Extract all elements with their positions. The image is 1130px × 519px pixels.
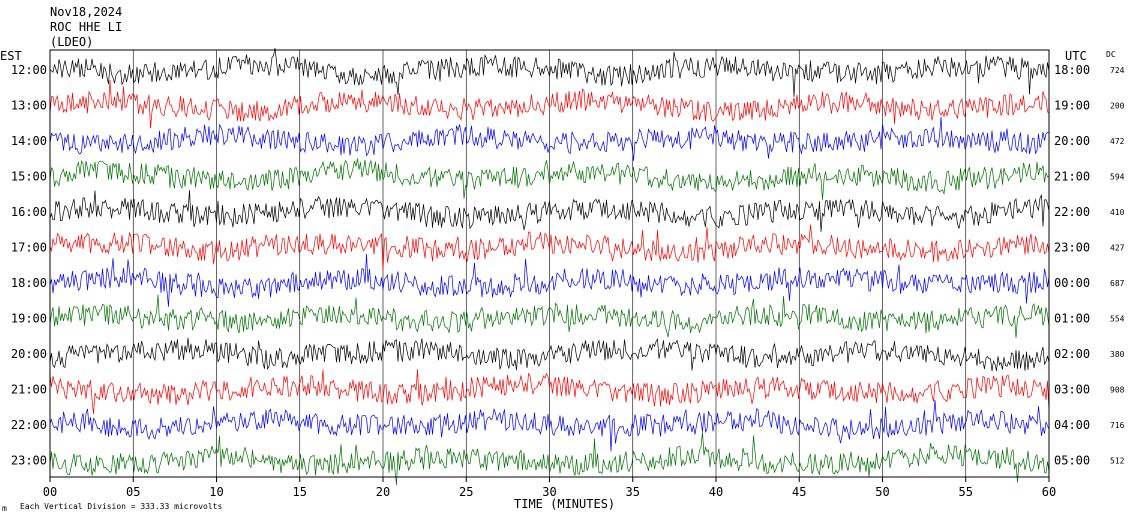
trace-1800: [49, 253, 1050, 307]
dc-value-1400: 472: [1110, 137, 1125, 146]
dc-value-1700: 427: [1110, 244, 1125, 253]
trace-2300: [49, 432, 1050, 486]
est-label-2200: 22:00: [11, 418, 47, 432]
trace-1600: [49, 190, 1050, 232]
corner-mark: m: [2, 504, 7, 513]
trace-1500: [49, 158, 1050, 200]
x-tick-label-15: 15: [293, 485, 307, 499]
x-tick-label-20: 20: [376, 485, 390, 499]
header-network: (LDEO): [50, 35, 93, 49]
trace-1200: [49, 48, 1050, 97]
est-label-1200: 12:00: [11, 63, 47, 77]
dc-value-2300: 512: [1110, 457, 1125, 466]
trace-1400: [49, 116, 1050, 161]
trace-2000: [49, 337, 1050, 372]
x-tick-label-45: 45: [792, 485, 806, 499]
utc-label-2200: 22:00: [1054, 205, 1090, 219]
trace-1900: [49, 294, 1050, 338]
utc-label-1900: 19:00: [1054, 99, 1090, 113]
utc-label-1800: 18:00: [1054, 63, 1090, 77]
dc-value-1500: 594: [1110, 173, 1125, 182]
dc-value-2000: 380: [1110, 350, 1125, 359]
left-axis-label: EST: [0, 49, 22, 63]
header-station: ROC HHE LI: [50, 20, 122, 34]
utc-label-0500: 05:00: [1054, 454, 1090, 468]
dc-value-1900: 554: [1110, 315, 1125, 324]
dc-value-1600: 410: [1110, 208, 1125, 217]
dc-value-2200: 716: [1110, 421, 1125, 430]
x-axis-ticks: 00 05 10 15 20 25 30 35 40 45 50 55 60: [43, 477, 1056, 499]
utc-label-0000: 00:00: [1054, 276, 1090, 290]
dc-value-2100: 908: [1110, 386, 1125, 395]
utc-label-0200: 02:00: [1054, 347, 1090, 361]
x-tick-label-35: 35: [626, 485, 640, 499]
x-tick-label-00: 00: [43, 485, 57, 499]
trace-2200: [49, 399, 1050, 452]
row-labels: 12:00 18:00 724 13:00 19:00 200 14:00 20:00 472 1…: [11, 63, 1125, 468]
utc-label-2000: 20:00: [1054, 134, 1090, 148]
est-label-1400: 14:00: [11, 134, 47, 148]
scale-note: Each Vertical Division = 333.33 microvol…: [20, 502, 222, 511]
est-label-1800: 18:00: [11, 276, 47, 290]
utc-label-2100: 21:00: [1054, 170, 1090, 184]
x-tick-label-10: 10: [209, 485, 223, 499]
est-label-2100: 21:00: [11, 383, 47, 397]
utc-label-0400: 04:00: [1054, 418, 1090, 432]
utc-label-0300: 03:00: [1054, 383, 1090, 397]
dc-label: DC: [1106, 50, 1116, 59]
dc-value-1800: 687: [1110, 279, 1125, 288]
x-tick-label-05: 05: [126, 485, 140, 499]
right-axis-label: UTC: [1065, 49, 1087, 63]
dc-value-1300: 200: [1110, 102, 1125, 111]
x-tick-label-30: 30: [542, 485, 556, 499]
est-label-2300: 23:00: [11, 454, 47, 468]
utc-label-2300: 23:00: [1054, 241, 1090, 255]
utc-label-0100: 01:00: [1054, 312, 1090, 326]
est-label-1300: 13:00: [11, 99, 47, 113]
x-tick-label-60: 60: [1042, 485, 1056, 499]
dc-value-1200: 724: [1110, 66, 1125, 75]
est-label-1500: 15:00: [11, 170, 47, 184]
x-tick-label-40: 40: [709, 485, 723, 499]
x-tick-label-25: 25: [459, 485, 473, 499]
x-tick-label-50: 50: [875, 485, 889, 499]
seismic-traces: [49, 48, 1050, 486]
header-date: Nov18,2024: [50, 5, 122, 19]
trace-1300: [49, 79, 1050, 129]
est-label-1700: 17:00: [11, 241, 47, 255]
est-label-1900: 19:00: [11, 312, 47, 326]
est-label-1600: 16:00: [11, 205, 47, 219]
x-tick-label-55: 55: [959, 485, 973, 499]
est-label-2000: 20:00: [11, 347, 47, 361]
trace-2100: [49, 369, 1050, 415]
trace-1700: [49, 224, 1050, 271]
x-axis-title: TIME (MINUTES): [514, 497, 615, 511]
